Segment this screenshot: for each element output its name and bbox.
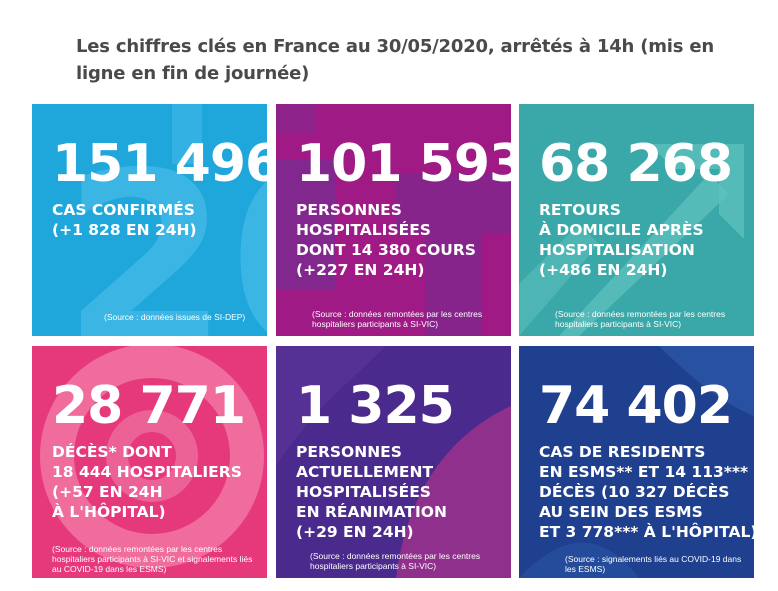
wave-decoration-icon [276, 346, 511, 578]
tile-source: (Source : données remontées par les cent… [312, 309, 483, 329]
tile-description: RETOURS À DOMICILE APRÈS HOSPITALISATION… [539, 201, 704, 279]
tile-source: (Source : signalements liés au COVID-19 … [565, 554, 742, 574]
tile-description: PERSONNES HOSPITALISÉES DONT 14 380 COUR… [296, 201, 476, 279]
tile-hospitalised: 101 593 PERSONNES HOSPITALISÉES DONT 14 … [276, 104, 511, 336]
tile-description: CAS CONFIRMÉS (+1 828 EN 24H) [52, 201, 197, 239]
tile-description: CAS DE RESIDENTS EN ESMS** ET 14 113*** … [539, 443, 754, 541]
tile-number: 68 268 [539, 134, 733, 194]
tile-number: 151 496 [52, 134, 267, 194]
tile-confirmed-cases: 20 151 496 CAS CONFIRMÉS (+1 828 EN 24H)… [32, 104, 267, 336]
tile-description: PERSONNES ACTUELLEMENT HOSPITALISÉES EN … [296, 443, 447, 541]
page-title: Les chiffres clés en France au 30/05/202… [76, 36, 714, 84]
circle-decoration-icon [40, 346, 264, 568]
arrow-decoration-icon [519, 144, 744, 336]
digit-decoration-icon: 20 [62, 104, 267, 336]
tile-esms-residents: 74 402 CAS DE RESIDENTS EN ESMS** ET 14 … [519, 346, 754, 578]
tile-deaths: 28 771 DÉCÈS* DONT 18 444 HOSPITALIERS (… [32, 346, 267, 578]
wave-decoration-icon [519, 346, 754, 578]
tile-source: (Source : données remontées par les cent… [310, 551, 481, 571]
tile-number: 74 402 [539, 376, 733, 436]
tile-source: (Source : données remontées par les cent… [52, 544, 253, 574]
tile-source: (Source : données issues de SI-DEP) [104, 312, 246, 322]
tile-number: 1 325 [296, 376, 455, 436]
tile-intensive-care: 1 325 PERSONNES ACTUELLEMENT HOSPITALISÉ… [276, 346, 511, 578]
tile-number: 101 593 [296, 134, 511, 194]
plus-decoration-icon [276, 104, 511, 336]
tile-description: DÉCÈS* DONT 18 444 HOSPITALIERS (+57 EN … [52, 443, 242, 521]
tile-number: 28 771 [52, 376, 246, 436]
svg-text:20: 20 [62, 121, 267, 336]
tile-returned-home: 68 268 RETOURS À DOMICILE APRÈS HOSPITAL… [519, 104, 754, 336]
tile-source: (Source : données remontées par les cent… [555, 309, 726, 329]
